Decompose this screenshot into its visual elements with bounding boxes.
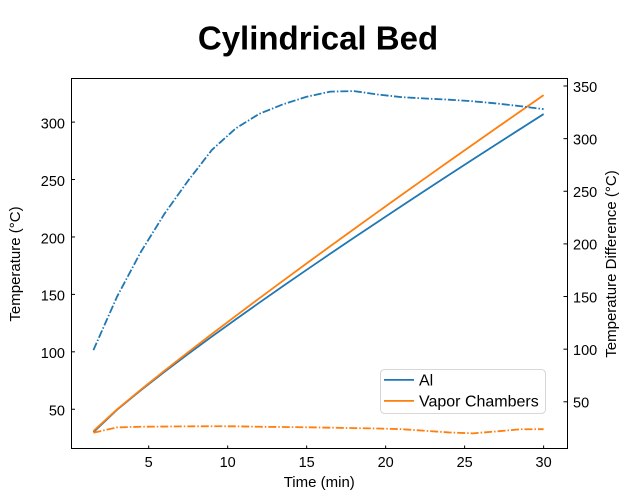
- svg-text:200: 200: [41, 231, 65, 247]
- svg-text:30: 30: [536, 455, 552, 471]
- svg-text:25: 25: [457, 455, 473, 471]
- svg-text:250: 250: [41, 174, 65, 190]
- svg-text:200: 200: [573, 238, 597, 254]
- svg-text:Al: Al: [419, 372, 433, 389]
- svg-text:50: 50: [573, 396, 589, 412]
- svg-text:5: 5: [145, 455, 153, 471]
- svg-text:Cylindrical Bed: Cylindrical Bed: [198, 20, 438, 57]
- svg-text:150: 150: [41, 289, 65, 305]
- svg-text:Temperature Difference (°C): Temperature Difference (°C): [603, 170, 620, 357]
- svg-text:15: 15: [299, 455, 315, 471]
- svg-text:10: 10: [220, 455, 236, 471]
- svg-text:150: 150: [573, 290, 597, 306]
- svg-text:300: 300: [573, 132, 597, 148]
- svg-text:20: 20: [378, 455, 394, 471]
- svg-text:300: 300: [41, 116, 65, 132]
- svg-text:350: 350: [573, 80, 597, 96]
- svg-text:Vapor Chambers: Vapor Chambers: [419, 393, 539, 410]
- svg-text:100: 100: [573, 343, 597, 359]
- svg-text:50: 50: [49, 404, 65, 420]
- svg-text:100: 100: [41, 346, 65, 362]
- svg-text:Time (min): Time (min): [284, 474, 355, 491]
- svg-text:250: 250: [573, 185, 597, 201]
- svg-text:Temperature (°C): Temperature (°C): [7, 206, 24, 321]
